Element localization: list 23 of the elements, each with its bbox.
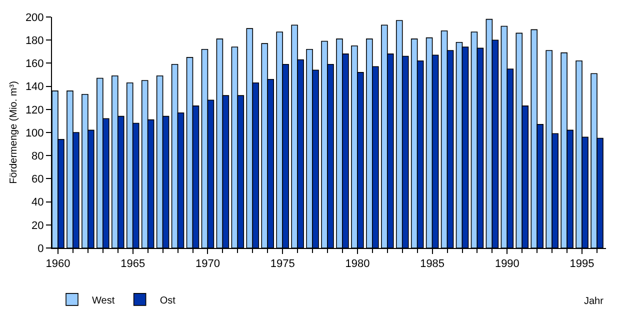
x-axis-title: Jahr	[584, 296, 604, 307]
legend-label: Ost	[160, 295, 176, 306]
x-tick-label: 1975	[270, 258, 295, 270]
x-tick-label: 1960	[46, 258, 70, 270]
y-tick-label: 160	[25, 58, 44, 70]
y-tick-label: 80	[32, 150, 44, 162]
y-tick-label: 180	[25, 34, 44, 47]
y-axis-title: Fördermenge (Mio. m³)	[8, 81, 20, 184]
x-tick-label: 1985	[420, 258, 445, 270]
x-tick-label: 1970	[195, 258, 220, 270]
x-tick-label: 1995	[570, 258, 594, 270]
y-tick-label: 140	[25, 81, 44, 94]
x-tick-label: 1965	[120, 258, 146, 270]
y-tick-label: 20	[32, 220, 44, 232]
y-tick-label: 40	[32, 196, 44, 209]
y-tick-label: 0	[38, 242, 44, 255]
x-tick-label: 1980	[345, 258, 370, 270]
y-tick-label: 200	[25, 12, 44, 24]
legend-label: West	[92, 295, 115, 306]
y-tick-label: 120	[25, 104, 44, 116]
x-tick-label: 1990	[494, 258, 520, 270]
y-tick-label: 60	[32, 174, 44, 186]
y-tick-label: 100	[25, 127, 44, 140]
